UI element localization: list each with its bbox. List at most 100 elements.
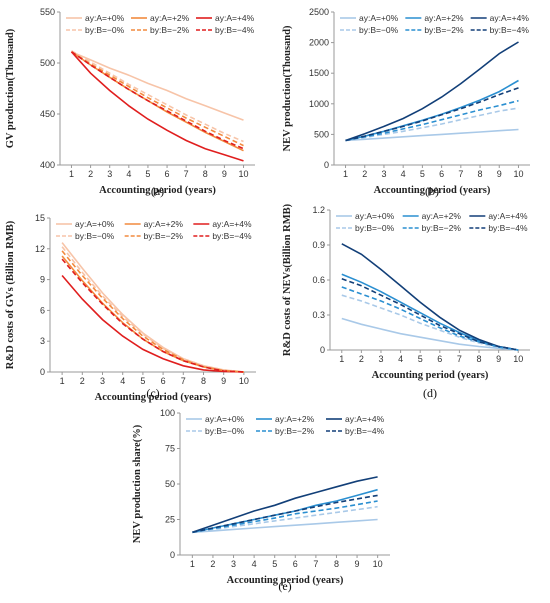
y-axis-title: R&D costs of NEVs(Billion RMB) (282, 203, 293, 356)
x-tick-label: 10 (239, 169, 249, 179)
x-tick-label: 1 (343, 169, 348, 179)
x-tick-label: 6 (437, 354, 442, 364)
legend-label: by:B=−2% (424, 25, 464, 35)
legend-label: ay:A=+2% (144, 219, 184, 229)
legend-label: by:B=−2% (144, 231, 184, 241)
legend-label: ay:A=+0% (75, 219, 115, 229)
x-axis-title: Accounting period (years) (99, 185, 216, 196)
legend-label: ay:A=+0% (85, 13, 125, 23)
legend-label: by:B=−4% (345, 426, 385, 436)
x-tick-label: 9 (496, 354, 501, 364)
x-tick-label: 4 (126, 169, 131, 179)
chart-panel-2: 0 500 1000 1500 2000 2500 1 2 3 4 5 6 7 8 9 10 Accountin… (282, 7, 530, 198)
x-tick-label: 9 (355, 559, 360, 569)
x-axis-title: Accounting period (years) (372, 370, 489, 381)
x-tick-label: 6 (165, 169, 170, 179)
x-tick-label: 7 (457, 354, 462, 364)
y-tick-label: 550 (40, 7, 55, 17)
x-tick-label: 10 (513, 169, 523, 179)
legend-label: by:B=−2% (275, 426, 315, 436)
y-tick-label: 15 (35, 213, 45, 223)
legend-label: by:B=−2% (150, 25, 190, 35)
x-tick-label: 4 (120, 376, 125, 386)
series-line-3 (341, 243, 519, 351)
y-tick-label: 2000 (309, 38, 329, 48)
chart-panel-1: 400 450 500 550 1 2 3 4 5 6 7 8 9 10 Accounting period… (5, 7, 255, 198)
x-axis-title: Accounting period (years) (227, 575, 344, 586)
y-tick-label: 2500 (309, 7, 329, 17)
x-tick-label: 5 (140, 376, 145, 386)
x-tick-label: 8 (478, 169, 483, 179)
legend-label: ay:A=+4% (215, 13, 255, 23)
y-tick-label: 0.9 (312, 240, 325, 250)
legend-label: ay:A=+4% (345, 414, 385, 424)
panel-label: (b) (425, 184, 439, 198)
x-tick-label: 6 (161, 376, 166, 386)
y-tick-label: 75 (165, 444, 175, 454)
y-tick-label: 0.3 (312, 310, 325, 320)
x-tick-label: 8 (201, 376, 206, 386)
legend-label: ay:A=+2% (275, 414, 315, 424)
x-tick-label: 1 (69, 169, 74, 179)
legend-label: by:B=−0% (75, 231, 115, 241)
x-axis-title: Accounting period (years) (374, 185, 491, 196)
legend-label: by:B=−4% (212, 231, 252, 241)
legend-label: ay:A=+4% (212, 219, 252, 229)
series-line-5 (71, 51, 244, 147)
y-tick-label: 1.2 (312, 205, 325, 215)
x-tick-label: 4 (401, 169, 406, 179)
x-tick-label: 2 (362, 169, 367, 179)
legend-label: ay:A=+2% (422, 211, 462, 221)
x-tick-label: 5 (420, 169, 425, 179)
x-tick-label: 2 (88, 169, 93, 179)
y-tick-label: 400 (40, 160, 55, 170)
series-line-6 (345, 87, 519, 142)
y-tick-label: 1000 (309, 99, 329, 109)
y-tick-label: 500 (314, 129, 329, 139)
legend-label: ay:A=+4% (490, 13, 530, 23)
series-line-3 (61, 274, 244, 373)
series-line-4 (192, 505, 378, 534)
y-axis-title: GV production(Thousand) (5, 28, 16, 148)
y-tick-label: 0 (40, 367, 45, 377)
y-tick-label: 25 (165, 515, 175, 525)
legend-label: by:B=−0% (85, 25, 125, 35)
y-tick-label: 0 (324, 160, 329, 170)
chart-panel-5: 0 25 50 75 100 1 2 3 4 5 6 7 8 9 10 Accounting period (… (132, 408, 390, 593)
y-tick-label: 12 (35, 244, 45, 254)
x-tick-label: 7 (181, 376, 186, 386)
legend-label: by:B=−0% (205, 426, 245, 436)
legend-label: by:B=−4% (490, 25, 530, 35)
series-line-2 (192, 488, 378, 534)
legend-label: by:B=−4% (488, 223, 528, 233)
legend-label: by:B=−0% (355, 223, 395, 233)
x-tick-label: 2 (210, 559, 215, 569)
series-line-4 (61, 246, 244, 373)
y-tick-label: 100 (160, 408, 175, 418)
legend-label: ay:A=+2% (150, 13, 190, 23)
legend-label: ay:A=+4% (488, 211, 528, 221)
series-line-3 (345, 41, 519, 142)
legend-label: by:B=−4% (215, 25, 255, 35)
series-line-1 (341, 317, 519, 351)
y-tick-label: 6 (40, 305, 45, 315)
y-tick-label: 50 (165, 479, 175, 489)
x-tick-label: 8 (334, 559, 339, 569)
y-tick-label: 0.6 (312, 275, 325, 285)
series-line-1 (71, 51, 244, 121)
x-tick-label: 9 (221, 376, 226, 386)
x-tick-label: 7 (313, 559, 318, 569)
panel-label: (e) (278, 579, 291, 593)
legend-label: ay:A=+0% (205, 414, 245, 424)
series-line-1 (345, 128, 519, 142)
series-line-5 (61, 250, 244, 373)
x-tick-label: 4 (398, 354, 403, 364)
legend-label: ay:A=+0% (359, 13, 399, 23)
x-tick-label: 9 (222, 169, 227, 179)
series-line-4 (71, 50, 244, 143)
x-tick-label: 3 (378, 354, 383, 364)
legend-label: ay:A=+0% (355, 211, 395, 221)
series-line-4 (341, 294, 519, 351)
x-tick-label: 1 (190, 559, 195, 569)
